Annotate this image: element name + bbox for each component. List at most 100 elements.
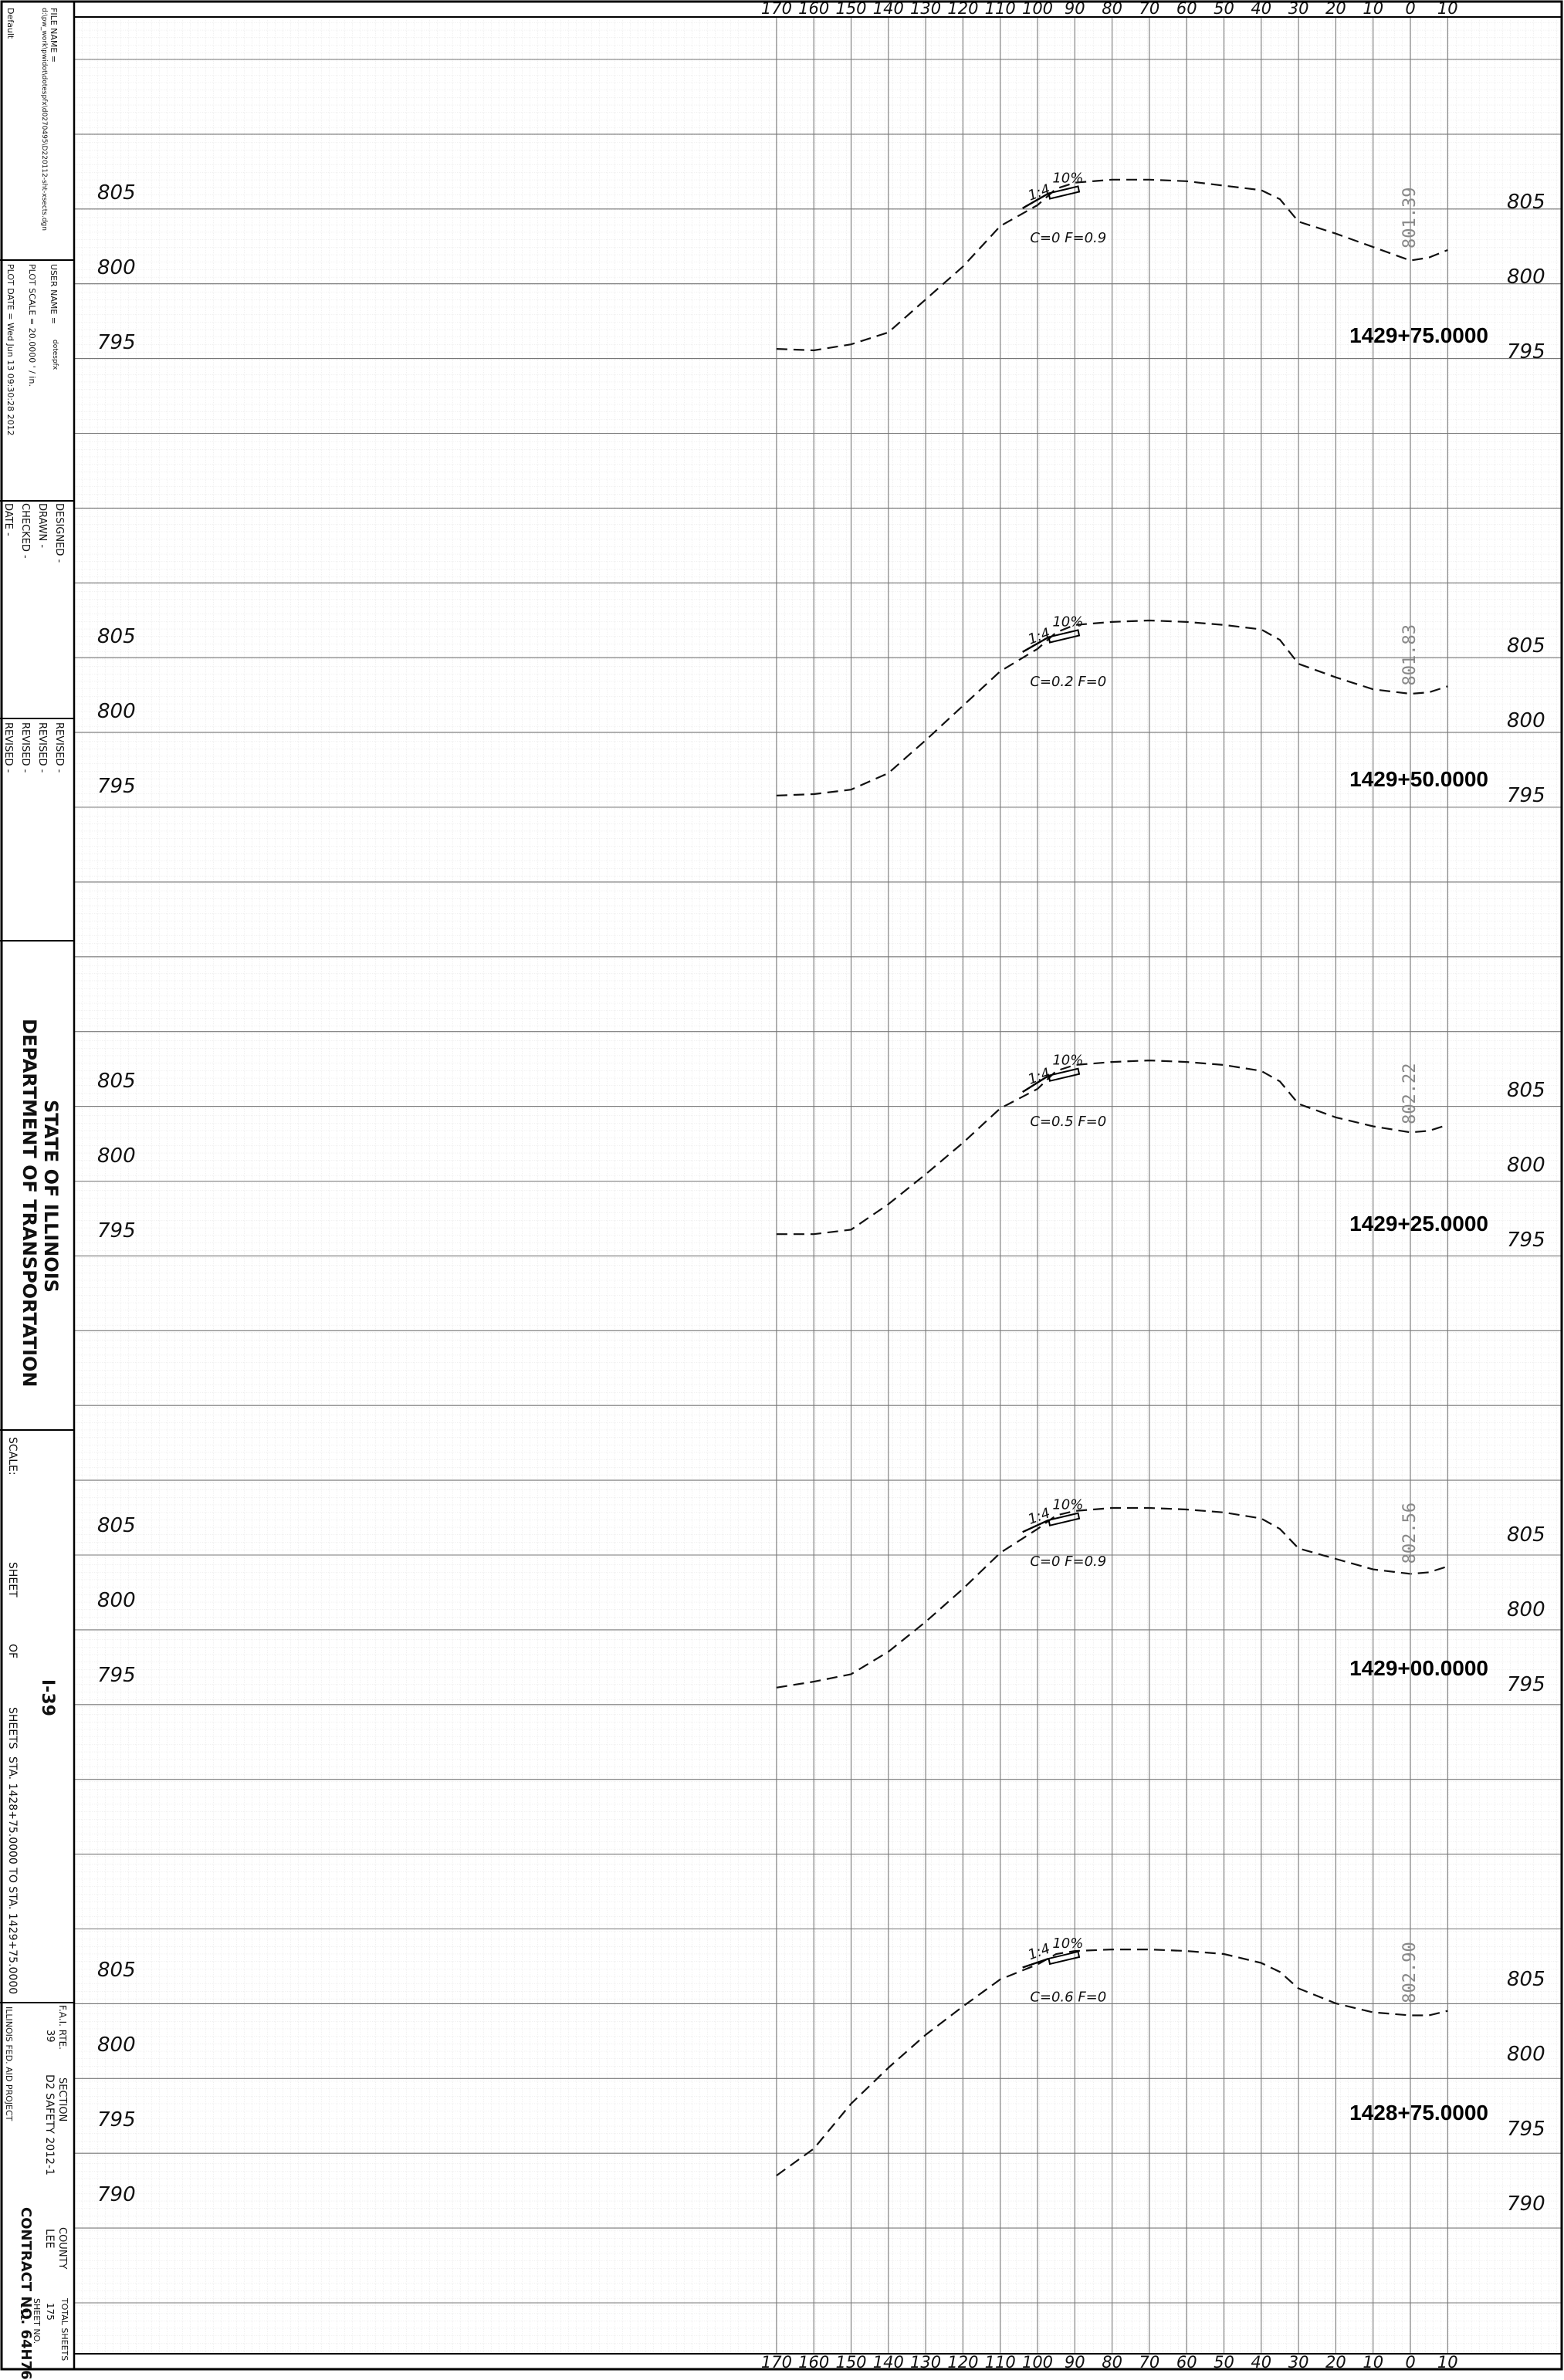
centerline-elevation: 801.83 <box>1400 624 1420 685</box>
contract-number: CONTRACT NO. 64H76 <box>18 2207 34 2380</box>
title-block-divider <box>0 940 74 942</box>
elevation-label-left: 795 <box>97 331 136 354</box>
title-block-divider <box>0 2002 74 2003</box>
foreslope-line <box>1022 192 1050 209</box>
elevation-label-left: 800 <box>97 256 136 279</box>
cross-slope-label: 10% <box>1052 1497 1083 1513</box>
foreslope-line <box>1022 636 1050 653</box>
drawn-field: DRAWN - <box>36 503 48 549</box>
file-name: d:\pw_work\pwidot\dotespfx\d0270495\D220… <box>40 8 48 231</box>
elevation-label-left: 790 <box>97 2183 136 2206</box>
station-label: 1429+25.0000 <box>1349 1212 1488 1236</box>
county-value: LEE <box>43 2229 56 2249</box>
top-offset-ticks: 170 160 150 140 130 120 110 100 90 80 70 60 50 40 30 20… <box>761 0 1458 18</box>
existing-ground-profile <box>776 178 1448 352</box>
shoulder-outline <box>1048 185 1081 200</box>
title-block-divider <box>0 718 74 719</box>
revised-field: REVISED - <box>19 722 31 773</box>
cut-fill-label: C=0 F=0.9 <box>1030 1553 1106 1570</box>
elevation-label-right: 795 <box>1507 784 1545 807</box>
elevation-label-left: 795 <box>97 1664 136 1687</box>
elevation-label-right: 800 <box>1507 709 1545 732</box>
cross-slope-label: 10% <box>1052 170 1083 186</box>
cut-fill-label: C=0 F=0.9 <box>1030 230 1106 246</box>
route-name: I-39 <box>38 1679 57 1716</box>
revised-field: REVISED - <box>2 722 14 773</box>
plot-scale: PLOT SCALE = 20.0000 ' / in. <box>27 264 37 387</box>
elevation-label-left: 805 <box>97 1070 136 1093</box>
department-name: DEPARTMENT OF TRANSPORTATION <box>19 1019 40 1388</box>
elevation-label-right: 805 <box>1507 634 1545 658</box>
cut-fill-label: C=0.6 F=0 <box>1030 1990 1106 2006</box>
cross-slope-label: 10% <box>1052 1053 1083 1069</box>
offset-tick-label: 120 <box>947 0 978 18</box>
offset-tick-label: 0 <box>1405 0 1415 18</box>
shoulder-outline <box>1048 1950 1081 1966</box>
offset-tick-label: 80 <box>1102 0 1122 18</box>
title-block-divider <box>0 259 74 261</box>
designed-field: DESIGNED - <box>53 503 65 563</box>
of-label: OF <box>6 1644 19 1659</box>
elevation-label-right: 805 <box>1507 1523 1545 1547</box>
cut-fill-label: C=0.2 F=0 <box>1030 674 1106 690</box>
elevation-label-right: 795 <box>1507 1229 1545 1252</box>
state-name: STATE OF ILLINOIS <box>40 1100 62 1293</box>
foreslope-line <box>1022 1519 1049 1533</box>
existing-ground-profile <box>776 1949 1448 2176</box>
offset-tick-label: 150 <box>835 0 866 18</box>
elevation-label-right: 805 <box>1507 1968 1545 1991</box>
file-name-label: FILE NAME = <box>49 8 59 63</box>
existing-ground-profile <box>776 1059 1448 1236</box>
grid-background <box>74 17 1561 2354</box>
fa-rte-value: 39 <box>44 2030 56 2043</box>
shoulder-outline <box>1048 1067 1081 1082</box>
elevation-label-left: 800 <box>97 1589 136 1612</box>
existing-ground-profile <box>776 619 1448 796</box>
offset-tick-label: 100 <box>1022 0 1053 18</box>
elevation-label-left: 800 <box>97 2033 136 2057</box>
elevation-label-left: 805 <box>97 1959 136 1982</box>
elevation-label-right: 790 <box>1507 2192 1545 2216</box>
sheets-label: SHEETS <box>6 1707 19 1750</box>
revised-field: REVISED - <box>36 722 48 773</box>
offset-tick-label: 40 <box>1251 0 1271 18</box>
cross-slope-label: 10% <box>1052 1935 1083 1952</box>
project-label: ILLINOIS FED. AID PROJECT <box>4 2006 14 2121</box>
centerline-elevation: 801.39 <box>1400 188 1420 248</box>
user-name: dotespfx <box>51 340 59 370</box>
revised-field: REVISED - <box>53 722 65 773</box>
foreslope-line <box>1022 1957 1049 1969</box>
station-label: 1429+75.0000 <box>1349 323 1488 347</box>
centerline-elevation: 802.90 <box>1400 1942 1420 2003</box>
offset-tick-label: 110 <box>985 0 1016 18</box>
offset-tick-label: 50 <box>1214 0 1234 18</box>
date-field: DATE - <box>2 503 14 536</box>
elevation-label-right: 805 <box>1507 191 1545 214</box>
existing-ground-profile <box>776 1506 1448 1689</box>
elevation-label-left: 795 <box>97 2108 136 2132</box>
offset-tick-label: 30 <box>1288 0 1309 18</box>
offset-tick-label: 160 <box>798 0 829 18</box>
default-label: Default <box>5 8 15 39</box>
cut-fill-label: C=0.5 F=0 <box>1030 1114 1106 1130</box>
total-sheets-value: 175 <box>45 2303 56 2321</box>
shoulder-outline <box>1048 629 1081 644</box>
offset-tick-label: 130 <box>910 0 941 18</box>
scale-label: SCALE: <box>6 1437 19 1476</box>
cross-slope-label: 10% <box>1052 614 1083 630</box>
elevation-label-right: 800 <box>1507 265 1545 289</box>
elevation-label-right: 805 <box>1507 1079 1545 1102</box>
elevation-label-left: 805 <box>97 1514 136 1537</box>
elevation-label-left: 805 <box>97 181 136 205</box>
foreslope-line <box>1022 1074 1050 1094</box>
centerline-elevation: 802.22 <box>1400 1063 1420 1124</box>
elevation-label-left: 795 <box>97 775 136 798</box>
checked-field: CHECKED - <box>19 503 31 559</box>
station-label: 1428+75.0000 <box>1349 2101 1488 2125</box>
offset-tick-label: 20 <box>1325 0 1346 18</box>
